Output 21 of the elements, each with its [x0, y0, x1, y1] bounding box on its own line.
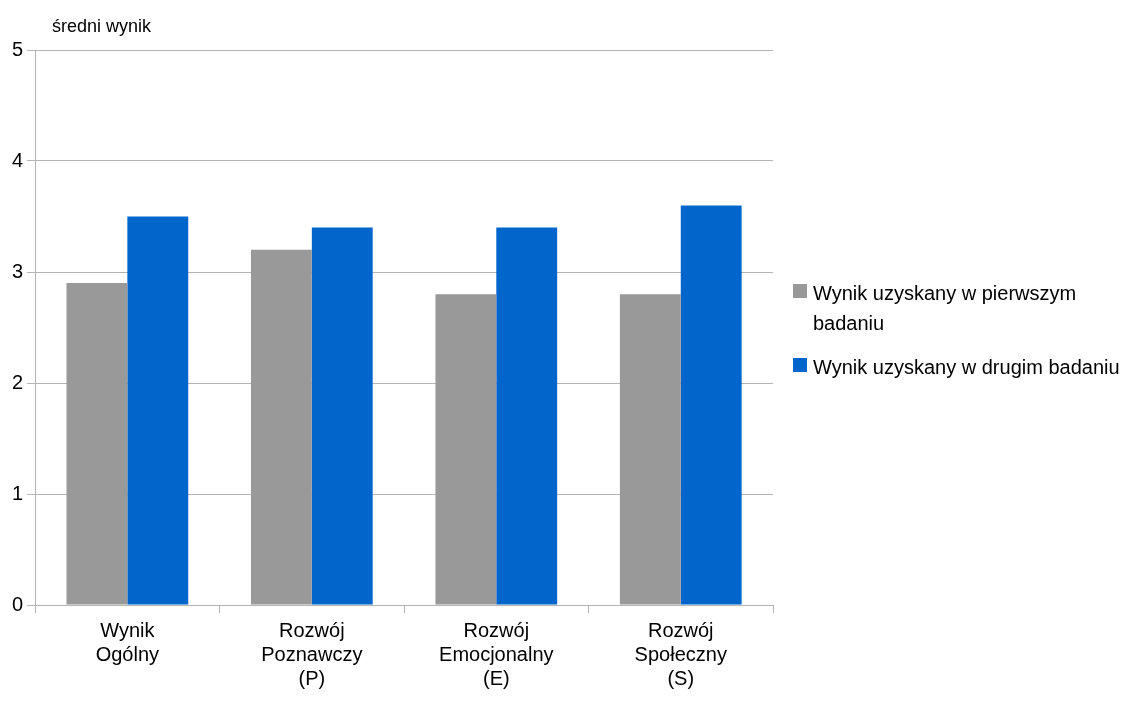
bar [496, 227, 558, 605]
bar [250, 249, 312, 605]
x-tick-label: Wynik Ogólny [95, 618, 160, 665]
bar [66, 283, 128, 605]
y-tick-label: 3 [12, 259, 24, 282]
x-tick-label: Rozwój Emocjonalny (E) [439, 618, 554, 689]
y-tick-label: 5 [12, 37, 24, 60]
x-tick-label: Rozwój Poznawczy (P) [261, 618, 363, 689]
x-tick-label: Rozwój Społeczny (S) [634, 618, 727, 689]
y-axis-title: średni wynik [52, 16, 152, 37]
y-tick-label: 4 [12, 148, 24, 171]
bar [127, 216, 189, 605]
bar [619, 294, 681, 605]
legend-label: Wynik uzyskany w pierwszym badaniu [813, 281, 1078, 336]
bar [435, 294, 497, 605]
bar [311, 227, 373, 605]
y-tick-label: 2 [12, 370, 24, 393]
legend-label: Wynik uzyskany w drugim badaniu [813, 355, 1120, 380]
y-tick-label: 0 [12, 592, 24, 615]
bar [680, 205, 742, 605]
y-tick-label: 1 [12, 481, 24, 504]
